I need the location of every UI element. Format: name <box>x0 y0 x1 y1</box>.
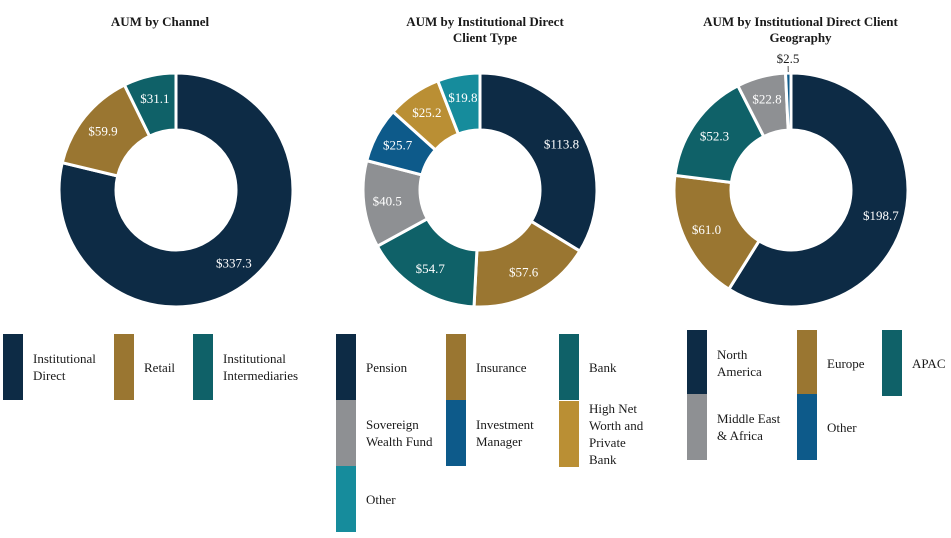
legend-label: APAC <box>912 355 946 371</box>
donut-chart-geography: $198.7 $61.0 $52.3 $22.8 $2.5 <box>672 51 910 309</box>
data-label-other: $19.8 <box>448 90 477 105</box>
legend-swatch <box>446 400 466 466</box>
legend-item-institutional-direct: Institutional Direct <box>3 334 96 400</box>
legend-item-institutional-intermediaries: Institutional Intermediaries <box>193 334 298 400</box>
slice-other <box>435 71 482 136</box>
data-label-pension: $113.8 <box>544 136 579 151</box>
legend-item-other: Other <box>797 394 857 460</box>
data-label-middle-east-africa: $22.8 <box>752 92 781 107</box>
slice-other <box>783 71 793 132</box>
legend-swatch <box>797 394 817 460</box>
chart-aum-by-geography: AUM by Institutional Direct Client Geogr… <box>650 0 951 538</box>
legend-item-pension: Pension <box>336 334 407 400</box>
slice-institutional-direct <box>57 71 295 309</box>
legend-label: Europe <box>827 355 865 371</box>
chart-title: AUM by Institutional Direct Client Geogr… <box>703 14 898 45</box>
legend-label: Investment Manager <box>476 417 534 449</box>
legend-swatch <box>114 334 134 400</box>
legend-swatch <box>193 334 213 400</box>
data-label-institutional-intermediaries: $31.1 <box>140 91 169 106</box>
legend-item-investment-manager: Investment Manager <box>446 400 534 466</box>
slice-institutional-intermediaries <box>122 71 178 139</box>
data-label-investment-manager: $25.7 <box>383 138 413 153</box>
legend-label: Insurance <box>476 359 527 375</box>
chart-title: AUM by Channel <box>110 14 210 29</box>
chart-aum-by-channel: AUM by Channel $337.3 $59.9 $31.1 Institut… <box>0 0 320 538</box>
donut-chart-channel: $337.3 $59.9 $31.1 <box>57 71 295 309</box>
legend-swatch <box>336 400 356 466</box>
legend-label: Institutional Intermediaries <box>223 351 299 383</box>
legend-swatch <box>3 334 23 400</box>
legend-swatch <box>559 401 579 467</box>
legend-label: Other <box>827 419 857 435</box>
legend-item-bank: Bank <box>559 334 616 400</box>
legend-item-apac: APAC <box>882 330 945 396</box>
legend-swatch <box>446 334 466 400</box>
legend-item-insurance: Insurance <box>446 334 527 400</box>
data-label-high-net-worth-and-private-bank: $25.2 <box>412 105 441 120</box>
legend-swatch <box>336 334 356 400</box>
legend-label: Institutional Direct <box>33 351 96 383</box>
legend-swatch <box>882 330 902 396</box>
donut-chart-client-type: $113.8 $57.6 $54.7 $40.5 $25.7 $25.2 $19.8 <box>361 71 599 309</box>
legend-item-europe: Europe <box>797 330 865 396</box>
legend-item-north-america: North America <box>687 330 762 396</box>
data-label-institutional-direct: $337.3 <box>216 255 252 270</box>
legend-label: Other <box>366 491 396 507</box>
slice-north-america <box>726 71 910 309</box>
legend-swatch <box>687 330 707 396</box>
legend-label: Pension <box>366 359 408 375</box>
data-label-north-america: $198.7 <box>863 208 899 223</box>
chart-title: AUM by Institutional Direct Client Type <box>406 14 564 45</box>
legend-label: Bank <box>589 359 617 375</box>
legend-label: High Net Worth and Private Bank <box>589 401 644 467</box>
legend-item-middle-east-africa: Middle East & Africa <box>687 394 780 460</box>
chart-aum-by-client-type: AUM by Institutional Direct Client Type … <box>320 0 650 538</box>
legend-label: Sovereign Wealth Fund <box>366 417 433 449</box>
legend-label: North America <box>717 347 762 379</box>
legend-swatch <box>687 394 707 460</box>
legend-swatch <box>797 330 817 396</box>
legend-item-retail: Retail <box>114 334 175 400</box>
data-label-retail: $59.9 <box>88 124 117 139</box>
data-label-europe: $61.0 <box>692 222 721 237</box>
legend-item-sovereign-wealth-fund: Sovereign Wealth Fund <box>336 400 432 466</box>
data-label-bank: $54.7 <box>416 261 446 276</box>
data-label-other: $2.5 <box>777 51 800 66</box>
legend-label: Middle East & Africa <box>717 411 781 443</box>
data-label-sovereign-wealth-fund: $40.5 <box>373 194 402 209</box>
legend-swatch <box>559 334 579 400</box>
data-label-insurance: $57.6 <box>509 265 539 280</box>
legend-swatch <box>336 466 356 532</box>
legend-item-high-net-worth-and-private-bank: High Net Worth and Private Bank <box>559 400 650 468</box>
slice-pension <box>478 71 599 254</box>
data-label-apac: $52.3 <box>700 128 729 143</box>
legend-label: Retail <box>144 359 176 375</box>
legend-item-other: Other <box>336 466 396 532</box>
